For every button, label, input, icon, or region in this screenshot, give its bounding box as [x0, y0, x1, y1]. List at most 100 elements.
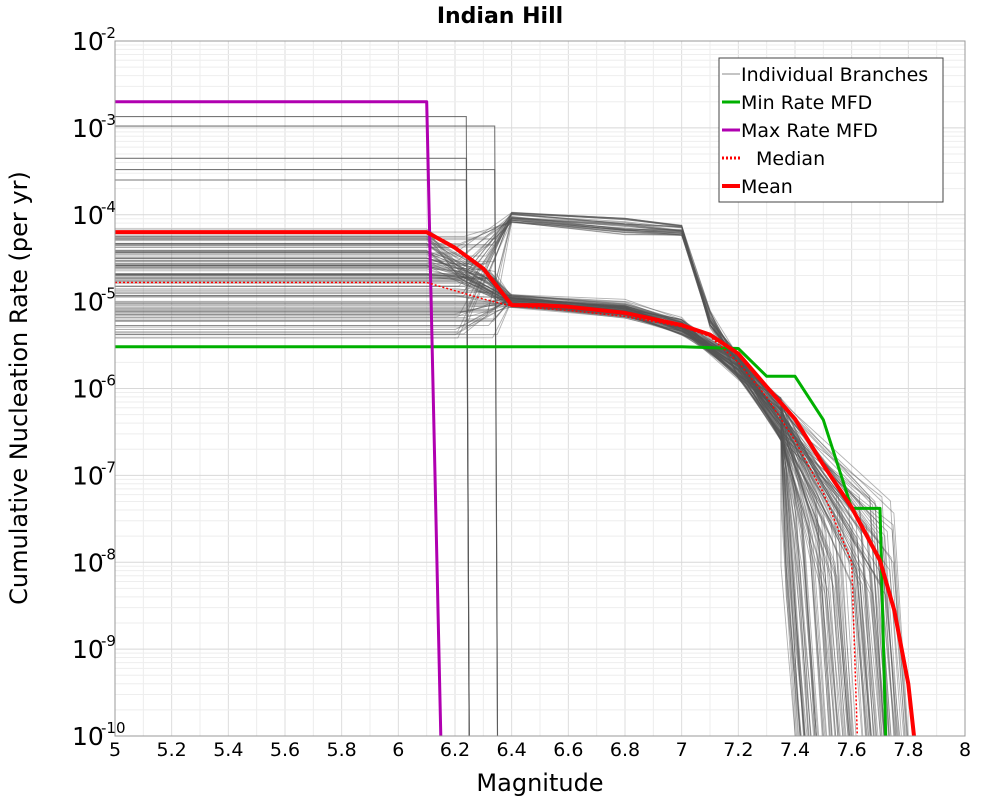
branch-line: [115, 213, 801, 737]
y-tick-exponent: -4: [101, 198, 116, 216]
legend-label: Median: [756, 148, 825, 170]
x-tick-label: 6.2: [440, 739, 470, 761]
y-tick-exponent: -6: [101, 372, 116, 390]
branch-line: [115, 298, 871, 737]
branch-line: [115, 217, 805, 737]
branch-line: [115, 179, 470, 737]
branch-line: [115, 221, 844, 737]
branch-line: [115, 266, 886, 737]
branch-line: [115, 282, 881, 737]
branch-line: [115, 295, 824, 737]
branch-line: [115, 273, 801, 737]
branch-line: [115, 274, 815, 737]
x-tick-label: 6.4: [497, 739, 527, 761]
branch-line: [115, 250, 867, 737]
y-tick-label: 10: [72, 201, 104, 230]
branch-line: [115, 217, 846, 737]
x-tick-label: 7.6: [837, 739, 867, 761]
branch-line: [115, 299, 826, 737]
branch-line: [115, 257, 801, 737]
branch-line: [115, 305, 816, 737]
branch-line: [115, 222, 799, 737]
branch-line: [115, 260, 901, 737]
x-tick-label: 5.2: [157, 739, 187, 761]
branch-line: [115, 169, 499, 737]
chart-title: Indian Hill: [437, 4, 563, 29]
plot-frame: [114, 40, 966, 737]
branch-line: [115, 213, 849, 737]
branch-line: [115, 236, 816, 737]
branch-line: [115, 265, 897, 737]
branch-line: [115, 212, 885, 737]
x-tick-label: 5.6: [270, 739, 300, 761]
x-tick-label: 5.4: [213, 739, 243, 761]
branch-line: [115, 279, 806, 737]
branch-line: [115, 237, 885, 737]
branch-line: [115, 243, 869, 737]
y-tick-label: 10: [72, 548, 104, 577]
x-tick-label: 5: [109, 739, 121, 761]
branch-line: [115, 218, 833, 737]
y-tick-label: 10: [72, 461, 104, 490]
branch-line: [115, 214, 853, 737]
legend: Individual Branches Min Rate MFD Max Rate …: [718, 57, 944, 203]
branch-line: [115, 273, 805, 737]
y-tick-label: 10: [72, 635, 104, 664]
branch-line: [115, 303, 871, 737]
series-lines: [115, 100, 916, 737]
branch-line: [115, 212, 844, 737]
series-mean: [115, 230, 916, 737]
branch-line: [115, 212, 854, 737]
y-tick-exponent: -7: [101, 458, 116, 476]
legend-box: [718, 57, 944, 203]
branch-line: [115, 275, 867, 737]
branch-line: [115, 285, 840, 737]
branch-line: [115, 266, 850, 737]
y-tick-exponent: -10: [101, 719, 126, 737]
branch-line: [115, 215, 870, 737]
branch-line: [115, 295, 875, 737]
series-max-rate-mfd: [115, 100, 443, 737]
branch-line: [115, 268, 875, 737]
branch-line: [115, 250, 796, 737]
branch-line: [115, 244, 809, 737]
y-axis-ticks: 10-210-310-410-510-610-710-810-910-10: [72, 24, 126, 751]
grid: [114, 41, 966, 737]
branch-line: [115, 244, 872, 737]
branch-line: [115, 213, 890, 737]
y-tick-exponent: -8: [101, 545, 116, 563]
branch-line: [115, 288, 906, 737]
branch-line: [115, 274, 907, 737]
branch-line: [115, 212, 852, 737]
x-axis-label: Magnitude: [476, 769, 603, 797]
branch-line: [115, 300, 824, 737]
branch-line: [115, 219, 839, 737]
branch-line: [115, 221, 839, 737]
branch-line: [115, 217, 874, 737]
branch-line: [115, 280, 798, 737]
branch-line: [115, 251, 890, 737]
branch-line: [115, 216, 885, 737]
branch-line: [115, 219, 827, 737]
branch-line: [115, 219, 883, 737]
branch-line: [115, 221, 806, 737]
x-tick-label: 6.6: [553, 739, 583, 761]
y-tick-label: 10: [72, 27, 104, 56]
legend-label: Individual Branches: [741, 64, 928, 86]
branch-line: [115, 294, 806, 737]
y-tick-label: 10: [72, 288, 104, 317]
branch-line: [115, 221, 885, 737]
y-tick-exponent: -2: [101, 24, 116, 42]
x-tick-label: 6.8: [610, 739, 640, 761]
y-tick-exponent: -3: [101, 111, 116, 129]
branch-line: [115, 270, 817, 737]
x-tick-label: 7.8: [893, 739, 923, 761]
series-min-rate-mfd: [115, 345, 888, 737]
branch-line: [115, 220, 892, 737]
x-tick-label: 7: [676, 739, 688, 761]
branch-line: [115, 232, 847, 737]
branch-line: [115, 243, 890, 737]
x-tick-label: 5.8: [327, 739, 357, 761]
branch-line: [115, 217, 855, 737]
